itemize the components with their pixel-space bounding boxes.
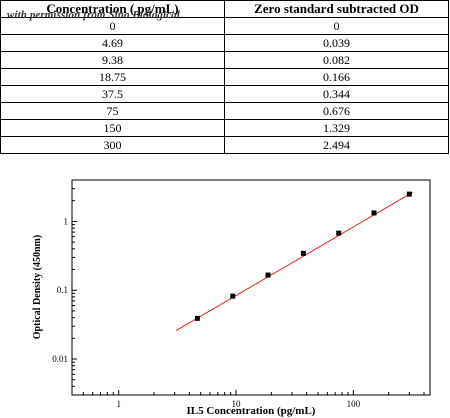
concentration-cell: 37.5: [0, 85, 225, 103]
table-row: 4.69 0.039: [0, 34, 449, 52]
table-row: 9.38 0.082: [0, 51, 449, 69]
y-tick-label: 1: [64, 216, 69, 226]
fit-line: [176, 191, 413, 331]
table-header-row: Concentration ( pg/mL) with permission f…: [0, 0, 449, 21]
standard-curve-chart: 1 10 100 0.01 0.1 1 IL5 Concentration (pg/mL…: [32, 179, 431, 417]
od-cell: 1.329: [224, 119, 449, 137]
standard-curve-table: Concentration ( pg/mL) with permission f…: [0, 0, 449, 154]
concentration-cell: 75: [0, 102, 225, 120]
od-cell: 0.082: [224, 51, 449, 69]
x-tick-label: 1: [116, 399, 121, 409]
header-concentration: Concentration ( pg/mL) with permission f…: [0, 0, 225, 21]
concentration-cell: 18.75: [0, 68, 225, 86]
table-row: 18.75 0.166: [0, 68, 449, 86]
data-point: [336, 230, 342, 236]
concentration-cell: 300: [0, 136, 225, 154]
data-point: [194, 315, 200, 321]
plot-frame: [71, 179, 431, 396]
data-point: [230, 293, 236, 299]
concentration-cell: 150: [0, 119, 225, 137]
table-row: 150 1.329: [0, 119, 449, 137]
data-point: [371, 210, 377, 216]
table-row: 37.5 0.344: [0, 85, 449, 103]
y-tick-label: 0.01: [52, 354, 68, 364]
od-cell: 0.039: [224, 34, 449, 52]
data-point: [300, 250, 306, 256]
data-point: [265, 272, 271, 278]
concentration-cell: 9.38: [0, 51, 225, 69]
y-axis-label: Optical Density (450nm): [32, 235, 43, 339]
concentration-cell: 0: [0, 17, 225, 35]
x-axis-label: IL5 Concentration (pg/mL): [187, 405, 316, 417]
od-cell: 0.676: [224, 102, 449, 120]
table-row: 300 2.494: [0, 136, 449, 154]
concentration-cell: 4.69: [0, 34, 225, 52]
y-axis-ticks: 0.01 0.1 1: [52, 179, 77, 396]
x-axis-ticks: 1 10 100: [71, 390, 425, 409]
x-tick-label: 10: [232, 399, 242, 409]
data-points: [194, 191, 412, 321]
header-od: Zero standard subtracted OD: [224, 0, 449, 18]
od-cell: 2.494: [224, 136, 449, 154]
x-tick-label: 100: [347, 399, 361, 409]
y-tick-label: 0.1: [57, 285, 68, 295]
od-cell: 0.166: [224, 68, 449, 86]
od-cell: 0.344: [224, 85, 449, 103]
table-row: 75 0.676: [0, 102, 449, 120]
data-point: [406, 191, 412, 197]
od-cell: 0: [224, 17, 449, 35]
